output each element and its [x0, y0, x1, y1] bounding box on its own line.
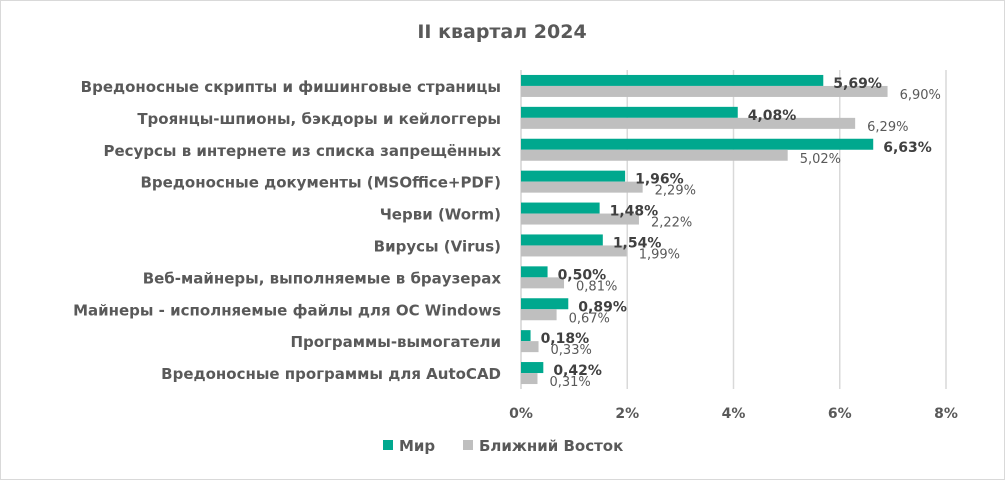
bar-middle-east: [521, 85, 888, 97]
x-tick-label: 8%: [934, 406, 958, 422]
category-label: Вредоносные документы (MSOffice+PDF): [140, 174, 501, 192]
category-label: Программы-вымогатели: [290, 333, 501, 351]
data-label-middle-east: 0,31%: [549, 375, 590, 390]
data-label-middle-east: 2,29%: [655, 184, 696, 199]
data-label-mir: 1,54%: [613, 235, 662, 251]
legend-label: Ближний Восток: [479, 437, 623, 455]
bar-middle-east: [521, 277, 565, 289]
legend-swatch: [383, 440, 393, 450]
data-label-middle-east: 0,67%: [569, 311, 610, 326]
data-label-middle-east: 6,90%: [900, 88, 941, 103]
bar-mir: [521, 170, 626, 182]
legend-label: Мир: [399, 437, 435, 455]
data-label-middle-east: 0,33%: [551, 343, 592, 358]
bar-middle-east: [521, 117, 856, 129]
data-label-mir: 0,50%: [558, 267, 607, 283]
chart-title: II квартал 2024: [417, 21, 586, 43]
bar-middle-east: [521, 341, 539, 353]
bar-mir: [521, 106, 738, 118]
bar-middle-east: [521, 309, 557, 321]
data-label-mir: 5,69%: [833, 76, 882, 92]
x-tick-label: 0%: [509, 406, 533, 422]
bar-middle-east: [521, 245, 627, 257]
data-label-mir: 1,48%: [610, 204, 659, 220]
data-label-middle-east: 5,02%: [800, 152, 841, 167]
category-label: Вредоносные скрипты и фишинговые страниц…: [81, 78, 501, 96]
x-tick-label: 2%: [615, 406, 639, 422]
bar-mir: [521, 234, 603, 246]
data-label-middle-east: 1,99%: [639, 247, 680, 262]
data-label-middle-east: 6,29%: [867, 120, 908, 135]
legend-swatch: [463, 440, 473, 450]
category-label: Веб-майнеры, выполняемые в браузерах: [143, 269, 502, 287]
x-tick-label: 4%: [722, 406, 746, 422]
data-label-mir: 0,89%: [578, 299, 627, 315]
bar-middle-east: [521, 181, 643, 193]
category-label: Вредоносные программы для AutoCAD: [161, 365, 501, 383]
bar-mir: [521, 202, 600, 214]
bar-middle-east: [521, 373, 538, 385]
bar-mir: [521, 266, 548, 278]
category-label: Ресурсы в интернете из списка запрещённы…: [103, 142, 501, 160]
bar-mir: [521, 138, 874, 150]
category-label: Майнеры - исполняемые файлы для ОС Windo…: [73, 301, 501, 319]
data-label-mir: 1,96%: [635, 172, 684, 188]
data-label-mir: 4,08%: [748, 108, 797, 124]
category-label: Вирусы (Virus): [374, 237, 501, 255]
bar-middle-east: [521, 213, 639, 225]
data-label-mir: 0,42%: [553, 363, 602, 379]
x-tick-label: 6%: [828, 406, 852, 422]
bar-middle-east: [521, 149, 788, 161]
category-label: Черви (Worm): [380, 206, 501, 224]
bar-mir: [521, 362, 544, 374]
data-label-middle-east: 0,81%: [576, 279, 617, 294]
category-label: Троянцы-шпионы, бэкдоры и кейлоггеры: [137, 110, 501, 128]
bar-mir: [521, 74, 824, 86]
data-label-middle-east: 2,22%: [651, 216, 692, 231]
data-label-mir: 0,18%: [541, 331, 590, 347]
bar-mir: [521, 298, 569, 310]
data-label-mir: 6,63%: [883, 140, 932, 156]
bar-mir: [521, 330, 531, 342]
